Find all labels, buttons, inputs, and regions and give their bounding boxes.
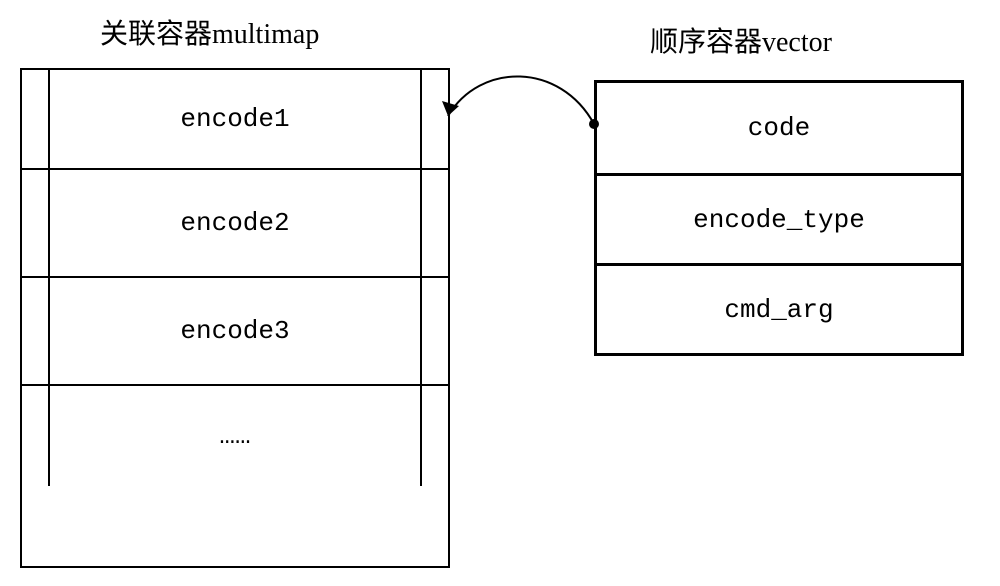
row-inner-divider-left	[48, 70, 50, 168]
multimap-row-label: ……	[219, 421, 250, 451]
row-inner-divider-right	[420, 278, 422, 384]
vector-row-label: encode_type	[693, 205, 865, 235]
multimap-row-label: encode3	[180, 316, 289, 346]
multimap-row-label: encode2	[180, 208, 289, 238]
vector-container: code encode_type cmd_arg	[594, 80, 964, 356]
vector-row-label: cmd_arg	[724, 295, 833, 325]
vector-row: code	[597, 83, 961, 173]
multimap-row: encode1	[22, 70, 448, 170]
row-inner-divider-right	[420, 70, 422, 168]
multimap-container: encode1 encode2 encode3 ……	[20, 68, 450, 568]
multimap-row: ……	[22, 386, 448, 486]
left-title: 关联容器multimap	[100, 12, 319, 52]
multimap-row: encode3	[22, 278, 448, 386]
diagram-canvas: 关联容器multimap 顺序容器vector encode1 encode2 …	[0, 0, 1000, 586]
right-title: 顺序容器vector	[650, 20, 832, 60]
vector-row: encode_type	[597, 173, 961, 263]
row-inner-divider-left	[48, 386, 50, 486]
row-inner-divider-left	[48, 170, 50, 276]
row-inner-divider-right	[420, 170, 422, 276]
multimap-row: encode2	[22, 170, 448, 278]
arrow-curve	[448, 76, 594, 124]
row-inner-divider-right	[420, 386, 422, 486]
vector-row: cmd_arg	[597, 263, 961, 353]
vector-row-label: code	[748, 113, 810, 143]
multimap-row-label: encode1	[180, 104, 289, 134]
row-inner-divider-left	[48, 278, 50, 384]
